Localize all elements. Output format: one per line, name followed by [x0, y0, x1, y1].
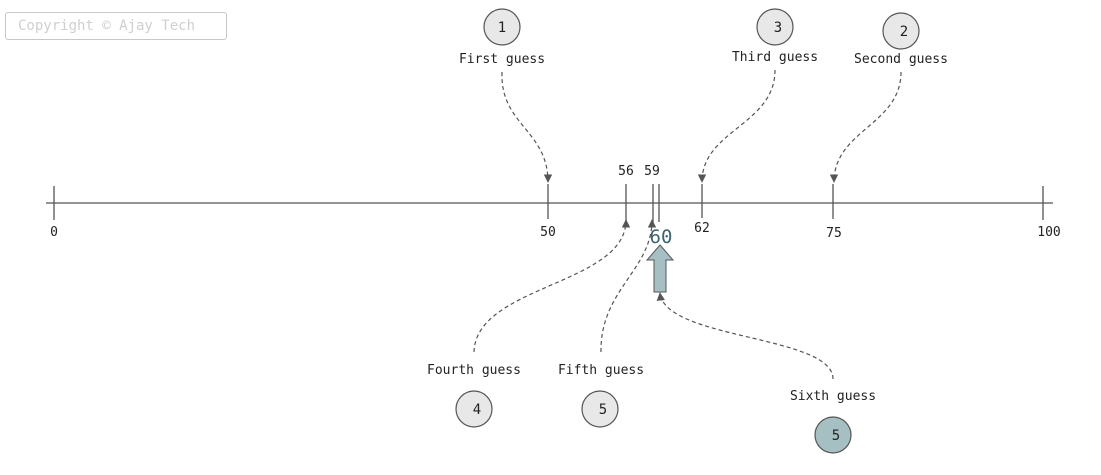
- guess-sixth: Sixth guess 5: [790, 389, 876, 454]
- guess-badge-6-highlight: [814, 416, 852, 454]
- connector-first-guess: [501, 71, 553, 183]
- connector-fourth-guess: [473, 219, 631, 353]
- guess-badge-number: 2: [900, 24, 908, 40]
- target-number: 60: [650, 226, 673, 248]
- tick-label-75: 75: [826, 226, 842, 241]
- guess-badge-4: [455, 390, 493, 428]
- guess-badge-number: 5: [832, 428, 840, 444]
- guess-label: Fifth guess: [558, 363, 644, 378]
- connector-third-guess: [697, 69, 776, 183]
- guess-badge-1: [483, 8, 521, 46]
- guess-first: 1 First guess: [459, 8, 545, 67]
- guess-badge-number: 4: [473, 402, 481, 418]
- min-label: 0: [50, 225, 58, 240]
- target-up-arrow: [645, 244, 675, 293]
- guess-badge-number: 3: [774, 20, 782, 36]
- tick-label-59: 59: [644, 164, 660, 179]
- tick-label-50: 50: [540, 225, 556, 240]
- guess-fourth: Fourth guess 4: [427, 363, 521, 428]
- guess-fifth: Fifth guess 5: [558, 363, 644, 428]
- connector-sixth-guess: [656, 292, 834, 380]
- copyright-text: Copyright © Ajay Tech: [18, 18, 196, 34]
- guess-badge-2: [882, 12, 920, 50]
- guess-label: Fourth guess: [427, 363, 521, 378]
- guess-third: 3 Third guess: [732, 8, 818, 65]
- guess-label: Sixth guess: [790, 389, 876, 404]
- connector-fifth-guess: [600, 219, 657, 353]
- tick-label-62: 62: [694, 221, 710, 236]
- tick-label-56: 56: [618, 164, 634, 179]
- max-label: 100: [1037, 225, 1060, 240]
- guess-badge-3: [756, 8, 794, 46]
- guess-badge-number: 5: [599, 402, 607, 418]
- guess-label: Third guess: [732, 50, 818, 65]
- guess-badge-number: 1: [498, 20, 506, 36]
- guess-second: 2 Second guess: [854, 12, 948, 67]
- guess-label: Second guess: [854, 52, 948, 67]
- copyright-box: Copyright © Ajay Tech: [5, 12, 227, 40]
- guess-badge-5: [581, 390, 619, 428]
- guess-label: First guess: [459, 52, 545, 67]
- connector-second-guess: [829, 71, 902, 183]
